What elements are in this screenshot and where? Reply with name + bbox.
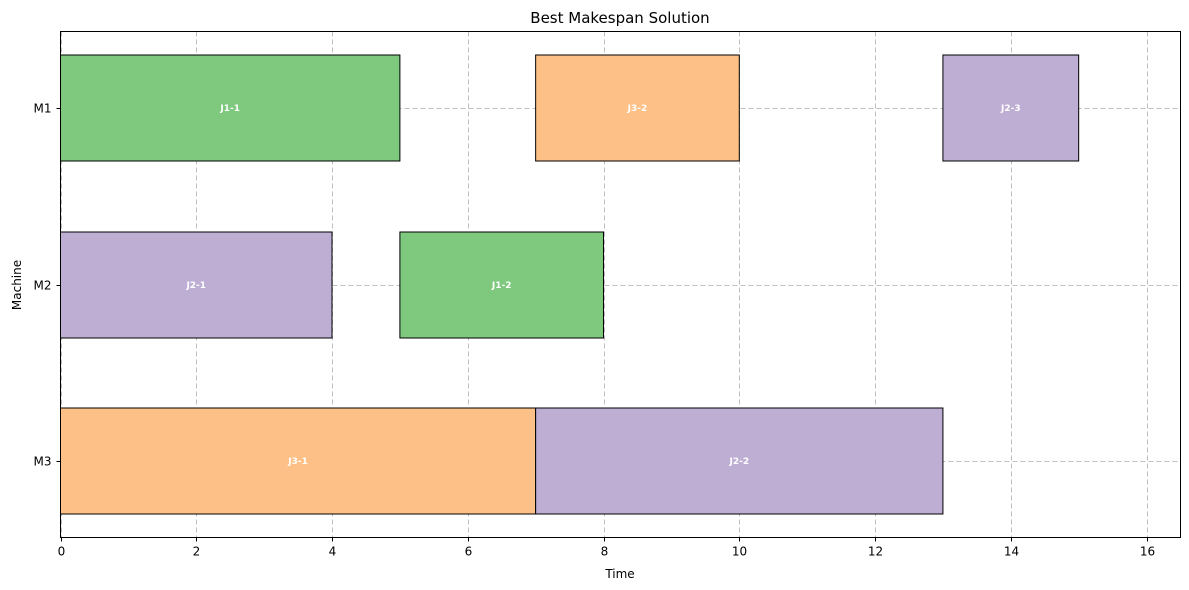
- task-label-j1-2: J1-2: [491, 281, 512, 291]
- x-tick-label: 16: [1140, 545, 1155, 559]
- x-tick-label: 8: [601, 545, 609, 559]
- y-axis-ticks: M1 M2 M3: [34, 102, 61, 469]
- x-tick-label: 12: [868, 545, 883, 559]
- task-label-j3-2: J3-2: [627, 104, 648, 114]
- task-label-j3-1: J3-1: [287, 457, 308, 467]
- y-tick-label-m1: M1: [34, 102, 52, 116]
- task-bars: [60, 54, 1080, 515]
- plot-frame: [60, 31, 1181, 538]
- task-label-j2-2: J2-2: [728, 457, 749, 467]
- x-tick-label: 2: [193, 545, 201, 559]
- task-label-j2-3: J2-3: [1000, 104, 1021, 114]
- y-tick-label-m3: M3: [34, 455, 52, 469]
- task-labels: J1-1 J3-2 J2-3 J2-1 J1-2 J3-1 J2-2: [185, 104, 1020, 467]
- x-axis-label: Time: [604, 567, 634, 581]
- y-tick-label-m2: M2: [34, 279, 52, 293]
- x-tick-label: 4: [329, 545, 337, 559]
- x-tick-label: 0: [58, 545, 66, 559]
- y-axis-label: Machine: [10, 260, 24, 310]
- chart-title: Best Makespan Solution: [530, 9, 709, 27]
- x-axis-ticks: 0 2 4 6 8 10 12 14 16: [58, 537, 1155, 559]
- x-tick-label: 14: [1004, 545, 1019, 559]
- task-bar-j1-2: [399, 231, 605, 339]
- task-bar-j2-1: [60, 231, 333, 339]
- task-label-j1-1: J1-1: [219, 104, 240, 114]
- x-tick-label: 10: [732, 545, 747, 559]
- task-bar-j2-3: [942, 54, 1080, 162]
- x-tick-label: 6: [465, 545, 473, 559]
- task-bar-j3-1: [60, 407, 537, 515]
- task-bar-j3-2: [535, 54, 740, 162]
- task-label-j2-1: J2-1: [185, 281, 206, 291]
- task-bar-j2-2: [535, 407, 944, 515]
